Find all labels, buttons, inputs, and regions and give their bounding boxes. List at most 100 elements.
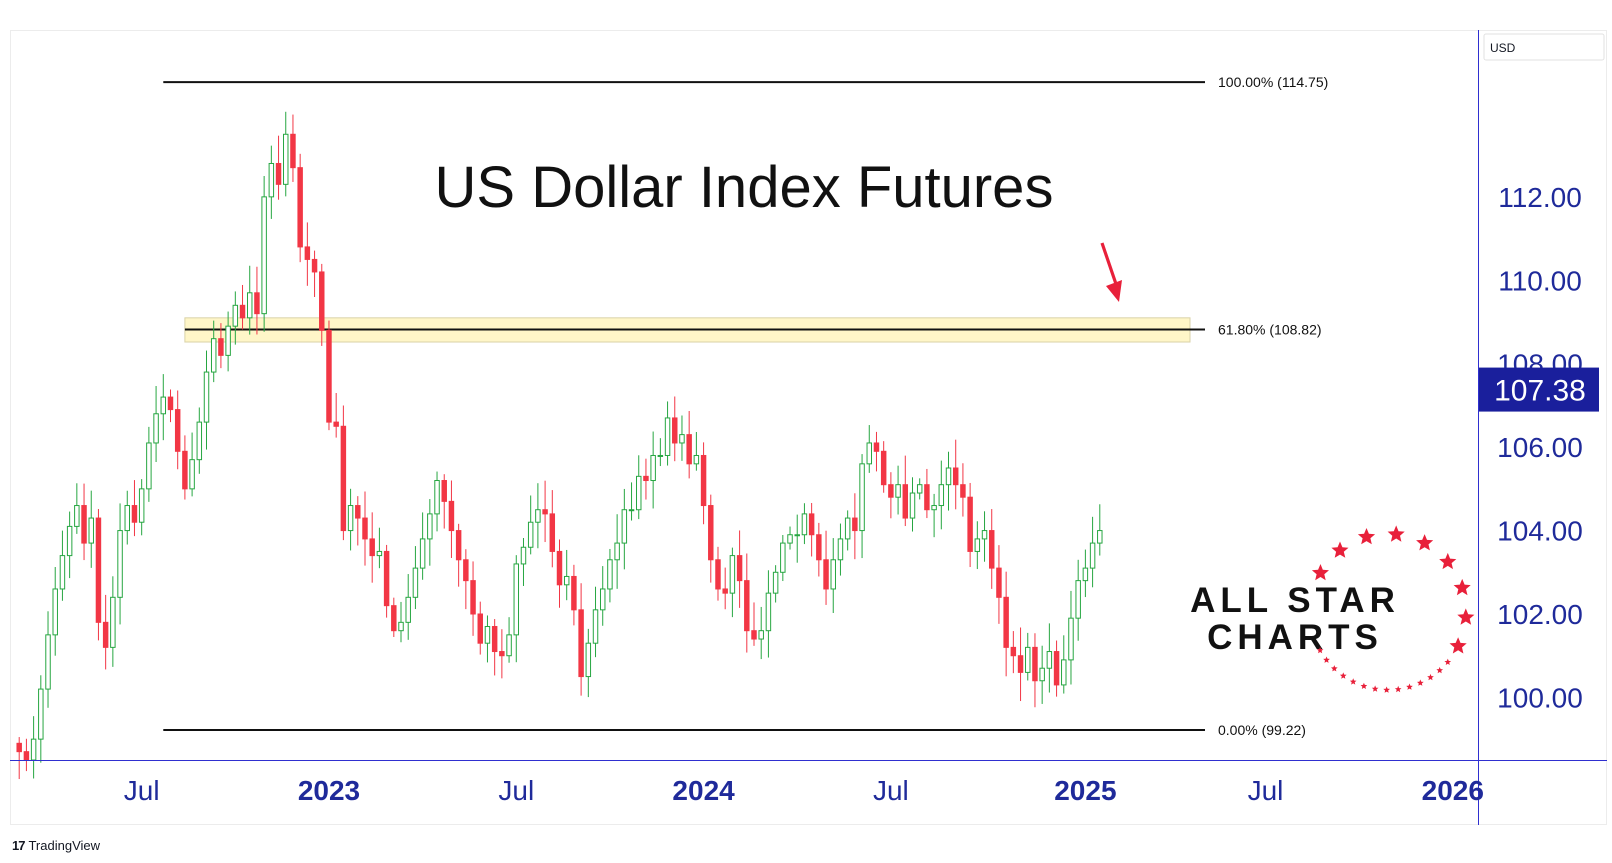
candle — [189, 432, 195, 497]
candle — [419, 512, 426, 580]
candle — [664, 401, 671, 466]
candle — [585, 628, 592, 698]
y-axis-ticks: 100.00102.00104.00106.00108.00110.00112.… — [1497, 182, 1583, 714]
last-price-label: 107.38 — [1479, 367, 1599, 412]
candle — [362, 491, 368, 566]
candle — [174, 390, 181, 470]
candle — [722, 567, 728, 610]
candle — [304, 222, 311, 286]
candle — [736, 530, 743, 608]
candle — [491, 619, 498, 676]
candle — [571, 564, 577, 626]
candle — [167, 389, 174, 423]
candle — [765, 570, 772, 658]
candle — [607, 548, 613, 603]
candle — [38, 675, 44, 763]
candle — [852, 493, 858, 560]
candle — [1068, 590, 1074, 685]
candle — [463, 549, 469, 610]
tradingview-mark-icon: 17 — [12, 838, 26, 853]
tradingview-name: TradingView — [28, 838, 101, 853]
candle — [326, 320, 332, 431]
candle — [484, 615, 491, 663]
candle — [981, 511, 988, 562]
fib-levels: 100.00% (114.75) 61.80% (108.82) 0.00% (99… — [163, 74, 1328, 738]
candle — [513, 555, 520, 663]
candle — [448, 480, 455, 558]
y-tick-label: 102.00 — [1497, 599, 1583, 630]
candle — [81, 483, 87, 561]
candle — [239, 284, 246, 330]
candle — [801, 503, 808, 545]
candle — [628, 482, 635, 521]
candle — [1097, 504, 1103, 556]
candle — [729, 547, 736, 618]
all-star-charts-logo: ALL STAR CHARTS — [1190, 525, 1475, 693]
candle — [693, 432, 700, 471]
candle — [95, 508, 102, 641]
candle — [945, 451, 952, 511]
candle — [434, 471, 440, 532]
fib-label: 100.00% (114.75) — [1218, 74, 1328, 90]
candle — [974, 521, 981, 570]
candle — [88, 490, 94, 568]
candle — [1010, 631, 1017, 674]
tradingview-logo[interactable]: 17 TradingView — [12, 838, 100, 853]
candle — [218, 323, 224, 369]
candle — [1075, 559, 1081, 641]
candles — [16, 111, 1103, 780]
candle — [499, 629, 505, 679]
candle — [30, 716, 37, 779]
last-price-text: 107.38 — [1494, 375, 1586, 408]
candle — [412, 546, 419, 610]
candle — [427, 499, 433, 566]
candle — [599, 566, 606, 626]
candle — [1082, 549, 1089, 598]
candle — [52, 567, 58, 656]
candle — [391, 597, 397, 637]
candle — [275, 135, 282, 200]
x-tick-label: Jul — [498, 775, 534, 806]
candle — [700, 442, 707, 525]
candle — [405, 574, 411, 640]
candle — [311, 250, 318, 297]
candle — [246, 265, 253, 335]
candle — [290, 114, 296, 182]
candle — [23, 738, 30, 772]
candle — [657, 438, 664, 467]
candle — [1053, 640, 1060, 697]
candle — [563, 549, 570, 601]
candle — [960, 463, 966, 517]
candle — [232, 291, 239, 345]
candle — [268, 145, 275, 219]
candle — [592, 586, 599, 658]
candle — [254, 266, 260, 335]
x-tick-label: 2025 — [1054, 775, 1116, 806]
candle — [787, 526, 793, 550]
candle — [110, 576, 116, 667]
candle — [319, 263, 325, 346]
currency-box[interactable]: USD — [1483, 33, 1605, 61]
y-tick-label: 106.00 — [1497, 432, 1583, 463]
x-tick-label: Jul — [873, 775, 909, 806]
candle — [830, 538, 836, 613]
candle — [578, 583, 584, 696]
candle — [679, 415, 685, 461]
candle — [1061, 635, 1067, 694]
candle — [182, 435, 188, 500]
candle — [556, 539, 563, 608]
candle — [470, 561, 476, 636]
candle — [535, 483, 541, 549]
candle — [1089, 516, 1096, 588]
x-tick-label: 2023 — [298, 775, 360, 806]
candle — [59, 530, 66, 601]
candle — [333, 393, 339, 438]
candle — [895, 465, 901, 515]
candle — [837, 523, 844, 576]
candle — [66, 511, 73, 579]
candle — [138, 479, 145, 536]
candle — [873, 431, 880, 472]
candle — [383, 544, 390, 618]
candle — [816, 522, 822, 577]
